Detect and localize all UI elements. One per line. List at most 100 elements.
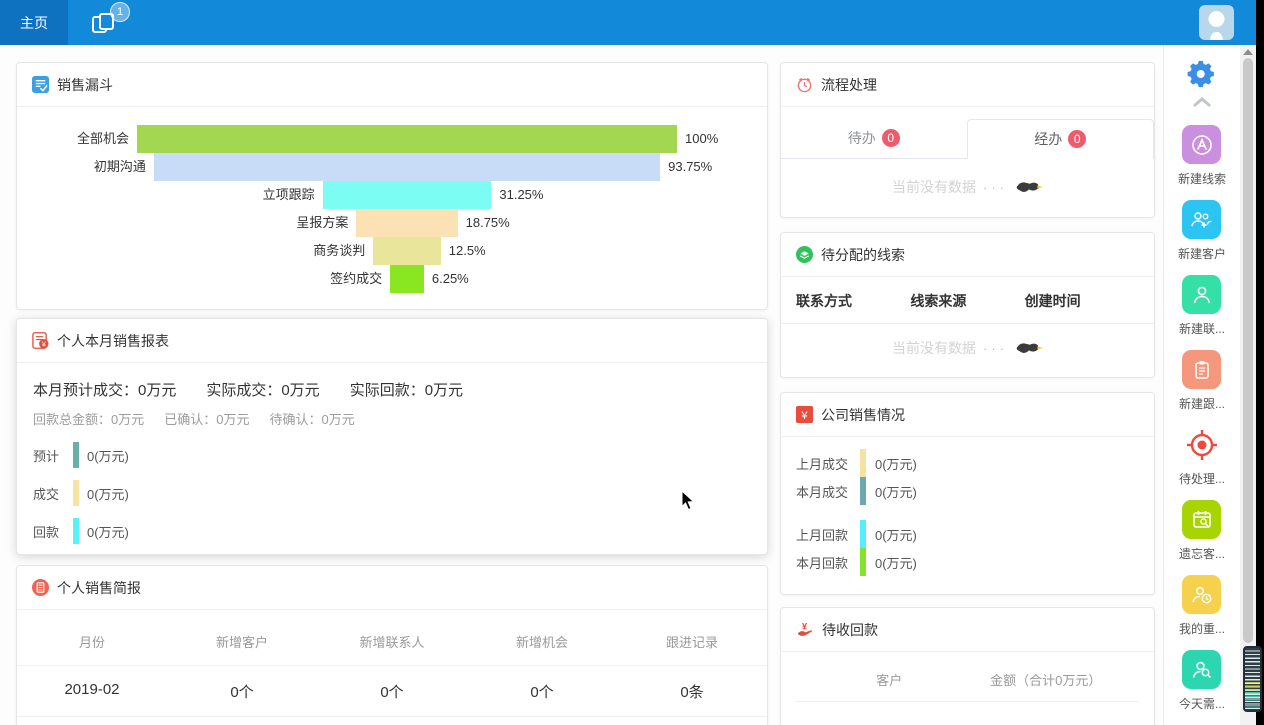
briefing-column-header: 跟进记录 — [665, 635, 718, 650]
process-empty-state: 当前没有数据 ··· — [781, 159, 1154, 215]
funnel-bar[interactable] — [322, 181, 492, 209]
windows-count-badge: 1 — [110, 1, 130, 22]
stat-color-bar — [860, 548, 866, 576]
stat-value: 0(万元) — [87, 524, 129, 540]
panel-monthly-report: ¥ 个人本月销售报表 本月预计成交：0万元 实际成交：0万元 实际回款：0万元 回款… — [16, 318, 768, 555]
open-windows-icon[interactable]: 1 — [90, 1, 130, 36]
stat-label: 上月回款 — [796, 527, 849, 543]
receivable-column-header: 客户 — [876, 673, 903, 688]
process-tab-待办[interactable]: 待办 0 — [781, 118, 967, 158]
stat-color-bar — [860, 520, 866, 548]
page-scrollbar[interactable] — [1240, 45, 1256, 725]
stat-value: 0(万元) — [87, 448, 129, 464]
empty-dots: ··· — [983, 179, 1008, 195]
briefing-table-body: 2019-02 0个 0个 0个 0条 — [17, 666, 767, 717]
bird-icon — [1016, 342, 1043, 353]
layers-icon — [796, 246, 813, 263]
process-tab-经办[interactable]: 经办 0 — [966, 119, 1154, 159]
company-stat-row: 上月回款 0(万元) — [796, 520, 1139, 548]
stat-value: 0(万元) — [875, 527, 917, 543]
sales-funnel-chart: 全部机会 100% 初期沟通 93.75% 立项跟踪 31.25% 呈报方案 18.75% 商务… — [17, 125, 767, 293]
monthly-summary-secondary: 回款总金额：0万元 已确认：0万元 待确认：0万元 — [17, 400, 767, 428]
monthly-summary-item: 本月预计成交：0万元 — [33, 382, 177, 399]
quick-action-待处理[interactable]: 待处理... — [1178, 425, 1226, 487]
briefing-column-header: 月份 — [78, 635, 105, 650]
panel-process: 流程处理 待办 0 经办 0 当前没有数据 ··· — [780, 62, 1155, 218]
tab-label: 待办 — [847, 130, 876, 146]
briefing-table-header: 月份 新增客户 新增联系人 新增机会 跟进记录 — [17, 610, 767, 666]
monthly-summary-sub-item: 已确认：0万元 — [164, 412, 250, 427]
monthly-stat-rows: 预计 0(万元) 成交 0(万元) 回款 0(万元) — [17, 428, 767, 544]
quick-action-新建线索[interactable]: 新建线索 — [1178, 125, 1226, 187]
person-icon — [1182, 275, 1222, 314]
calendar-search-icon — [1182, 500, 1222, 539]
monthly-stat-row: 预计 0(万元) — [33, 442, 751, 468]
empty-text: 当前没有数据 — [892, 179, 976, 195]
stat-color-bar — [73, 442, 79, 468]
funnel-bar[interactable] — [356, 209, 458, 237]
briefing-cell: 0个 — [230, 684, 254, 701]
leads-empty-state: 当前没有数据 ··· — [781, 324, 1154, 372]
briefing-cell: 0个 — [380, 684, 404, 701]
quick-action-label: 我的重... — [1178, 622, 1225, 636]
monthly-summary-item: 实际成交：0万元 — [206, 382, 320, 399]
funnel-stage-label: 初期沟通 — [93, 159, 146, 174]
chevron-up-icon[interactable] — [1192, 96, 1212, 108]
monthly-summary-sub-item: 回款总金额：0万元 — [33, 412, 145, 427]
people-plus-icon — [1182, 200, 1222, 239]
funnel-stage-row: 全部机会 100% — [17, 125, 767, 153]
briefing-column-header: 新增客户 — [215, 635, 268, 650]
panel-sales-briefing: 个人销售简报 月份 新增客户 新增联系人 新增机会 跟进记录 2019-02 0个 0个 0个… — [16, 565, 768, 725]
overlapping-windows-icon — [92, 12, 114, 33]
scroll-up-arrow-icon[interactable] — [1243, 49, 1253, 55]
quick-action-label: 新建线索 — [1177, 172, 1226, 186]
funnel-bar[interactable] — [153, 153, 661, 181]
company-stat-group: 上月回款 0(万元) 本月回款 0(万元) — [796, 520, 1139, 576]
quick-action-新建客户[interactable]: 新建客户 — [1178, 200, 1226, 262]
stat-label: 本月回款 — [796, 555, 849, 571]
panel-title: 个人本月销售报表 — [57, 332, 169, 349]
table-row: 2019-02 0个 0个 0个 0条 — [17, 666, 767, 717]
avatar[interactable] — [1199, 5, 1234, 40]
company-stat-groups: 上月成交 0(万元) 本月成交 0(万元) 上月回款 0(万元) 本月回款 0(万元) — [781, 437, 1154, 576]
funnel-stage-label: 呈报方案 — [296, 215, 349, 230]
company-stat-row: 本月成交 0(万元) — [796, 477, 1139, 505]
funnel-bar[interactable] — [373, 237, 441, 265]
alarm-clock-icon — [797, 77, 812, 93]
quick-action-新建跟[interactable]: 新建跟... — [1178, 350, 1226, 412]
stat-value: 0(万元) — [875, 484, 917, 500]
funnel-stage-value: 12.5% — [448, 243, 486, 258]
stat-label: 回款 — [33, 524, 60, 540]
receivable-column-header: 金额（合计0万元） — [990, 673, 1102, 688]
quick-action-label: 新建跟... — [1178, 397, 1225, 411]
main-left-column: 销售漏斗 全部机会 100% 初期沟通 93.75% 立项跟踪 31.25% 呈报方案 18.… — [16, 62, 768, 725]
tab-home[interactable]: 主页 — [0, 0, 68, 45]
scrollbar-thumb[interactable] — [1243, 58, 1253, 643]
quick-action-label: 新建联... — [1178, 322, 1225, 336]
funnel-stage-label: 立项跟踪 — [262, 187, 315, 202]
empty-text: 当前没有数据 — [892, 340, 976, 356]
quick-action-新建联[interactable]: 新建联... — [1178, 275, 1226, 337]
bird-icon — [1016, 181, 1043, 192]
stat-label: 本月成交 — [796, 484, 849, 500]
funnel-bar[interactable] — [137, 125, 677, 153]
briefing-cell: 2019-02 — [64, 681, 120, 698]
quick-action-我的重[interactable]: 我的重... — [1178, 575, 1226, 637]
gear-icon[interactable] — [1187, 59, 1217, 89]
panel-title: 个人销售简报 — [57, 579, 141, 596]
svg-text:¥: ¥ — [800, 410, 808, 422]
panel-company-sales: ¥ 公司销售情况 上月成交 0(万元) 本月成交 0(万元) 上月回款 0(万元) 本月回款… — [780, 392, 1155, 595]
quick-action-遗忘客[interactable]: 遗忘客... — [1178, 500, 1226, 562]
calculator-icon — [32, 579, 49, 596]
funnel-stage-row: 呈报方案 18.75% — [17, 209, 767, 237]
funnel-bar[interactable] — [390, 265, 424, 293]
stat-value: 0(万元) — [875, 555, 917, 571]
person-avatar-icon — [1208, 11, 1225, 40]
panel-leads: 待分配的线索 联系方式 线索来源 创建时间 当前没有数据 ··· — [780, 232, 1155, 378]
monthly-stat-row: 回款 0(万元) — [33, 518, 751, 544]
target-icon — [1182, 425, 1222, 464]
process-tabs: 待办 0 经办 0 — [781, 119, 1154, 159]
stat-color-bar — [73, 480, 79, 506]
quick-action-今天需[interactable]: 今天需... — [1178, 650, 1226, 712]
company-stat-row: 本月回款 0(万元) — [796, 548, 1139, 576]
